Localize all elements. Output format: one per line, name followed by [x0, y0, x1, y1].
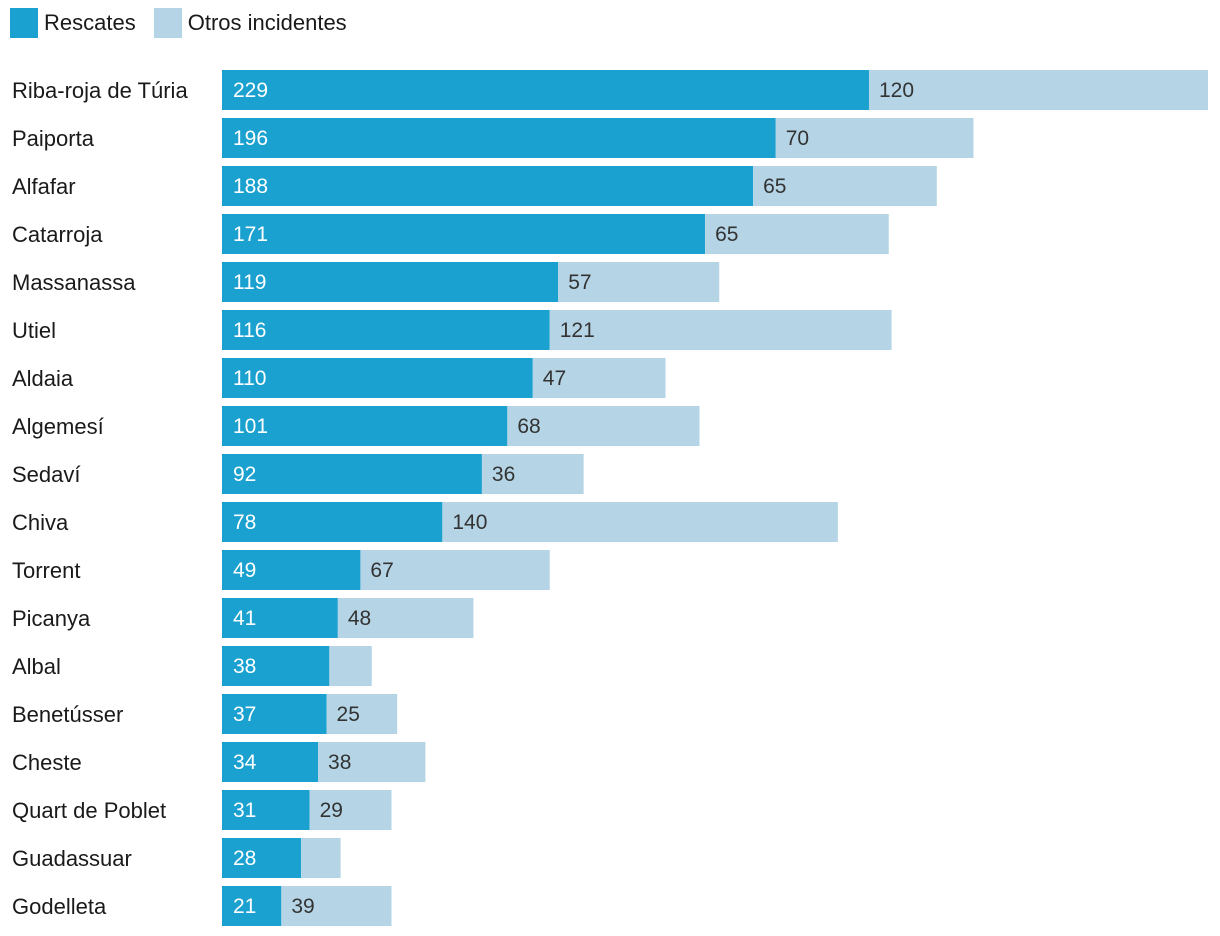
value-label-otros-incidentes-sedavi: 36	[492, 463, 515, 486]
value-label-otros-incidentes-chiva: 140	[452, 511, 487, 534]
bar-rescates-torrent	[222, 550, 361, 590]
category-label-picanya: Picanya	[12, 606, 91, 631]
bar-otros-incidentes-cheste	[318, 742, 426, 782]
bar-otros-incidentes-utiel	[549, 310, 892, 350]
value-label-otros-incidentes-aldaia: 47	[543, 367, 566, 390]
bar-rescates-albal	[222, 646, 330, 686]
value-label-otros-incidentes-massanassa: 57	[568, 271, 591, 294]
bar-rescates-catarroja	[222, 214, 706, 254]
value-label-rescates-aldaia: 110	[233, 367, 266, 390]
bar-rescates-quart-de-poblet	[222, 790, 310, 830]
legend-label-rescates: Rescates	[44, 10, 136, 35]
value-label-otros-incidentes-alfafar: 65	[763, 175, 786, 198]
value-label-otros-incidentes-quart-de-poblet: 29	[320, 799, 343, 822]
bar-otros-incidentes-paiporta	[775, 118, 974, 158]
value-label-rescates-quart-de-poblet: 31	[233, 799, 256, 822]
bar-rescates-aldaia	[222, 358, 533, 398]
value-label-otros-incidentes-utiel: 121	[560, 319, 595, 342]
bar-otros-incidentes-catarroja	[705, 214, 889, 254]
value-label-rescates-sedavi: 92	[233, 463, 256, 486]
value-label-rescates-massanassa: 119	[233, 271, 266, 294]
value-label-rescates-paiporta: 196	[233, 127, 268, 150]
bar-otros-incidentes-algemesi	[507, 406, 700, 446]
category-label-albal: Albal	[12, 654, 61, 679]
value-label-rescates-godelleta: 21	[233, 895, 256, 918]
legend-item-otros-incidentes: Otros incidentes	[153, 8, 347, 38]
value-label-otros-incidentes-catarroja: 65	[715, 223, 738, 246]
value-label-rescates-guadassuar: 28	[233, 847, 256, 870]
value-label-otros-incidentes-algemesi: 68	[517, 415, 540, 438]
bar-otros-incidentes-quart-de-poblet	[309, 790, 392, 830]
category-label-torrent: Torrent	[12, 558, 80, 583]
bar-rescates-benetusser	[222, 694, 327, 734]
value-label-otros-incidentes-paiporta: 70	[786, 127, 809, 150]
bar-otros-incidentes-albal	[329, 646, 372, 686]
category-label-paiporta: Paiporta	[12, 126, 95, 151]
bar-otros-incidentes-godelleta	[281, 886, 392, 926]
value-label-rescates-utiel: 116	[233, 319, 266, 342]
legend-swatch-otros-incidentes	[153, 8, 182, 38]
category-label-algemesi: Algemesí	[12, 414, 104, 439]
value-label-rescates-cheste: 34	[233, 751, 257, 774]
value-label-rescates-albal: 38	[233, 655, 256, 678]
value-label-rescates-alfafar: 188	[233, 175, 268, 198]
bar-rescates-paiporta	[222, 118, 776, 158]
value-label-rescates-algemesi: 101	[233, 415, 268, 438]
value-label-rescates-riba-roja-de-turia: 229	[233, 79, 268, 102]
value-label-otros-incidentes-cheste: 38	[328, 751, 351, 774]
category-label-utiel: Utiel	[12, 318, 56, 343]
bar-rescates-guadassuar	[222, 838, 302, 878]
bar-rescates-sedavi	[222, 454, 482, 494]
bar-rescates-massanassa	[222, 262, 559, 302]
bar-rescates-godelleta	[222, 886, 282, 926]
category-label-catarroja: Catarroja	[12, 222, 103, 247]
category-label-benetusser: Benetússer	[12, 702, 123, 727]
bar-rescates-alfafar	[222, 166, 754, 206]
value-label-rescates-benetusser: 37	[233, 703, 256, 726]
category-label-riba-roja-de-turia: Riba-roja de Túria	[12, 78, 188, 103]
category-label-sedavi: Sedaví	[12, 462, 81, 487]
bar-rescates-chiva	[222, 502, 443, 542]
category-label-aldaia: Aldaia	[12, 366, 74, 391]
category-label-massanassa: Massanassa	[12, 270, 136, 295]
bar-otros-incidentes-chiva	[442, 502, 838, 542]
bar-rescates-picanya	[222, 598, 338, 638]
bar-otros-incidentes-riba-roja-de-turia	[868, 70, 1208, 110]
bar-otros-incidentes-alfafar	[753, 166, 937, 206]
value-label-otros-incidentes-torrent: 67	[370, 559, 393, 582]
bar-rescates-riba-roja-de-turia	[222, 70, 869, 110]
category-label-alfafar: Alfafar	[12, 174, 76, 199]
category-label-cheste: Cheste	[12, 750, 82, 775]
bar-rescates-utiel	[222, 310, 550, 350]
bar-otros-incidentes-guadassuar	[301, 838, 341, 878]
value-label-otros-incidentes-godelleta: 39	[291, 895, 314, 918]
value-label-rescates-torrent: 49	[233, 559, 256, 582]
value-label-otros-incidentes-benetusser: 25	[337, 703, 360, 726]
bar-rescates-algemesi	[222, 406, 508, 446]
category-label-chiva: Chiva	[12, 510, 69, 535]
value-label-otros-incidentes-picanya: 48	[348, 607, 371, 630]
legend: Rescates Otros incidentes	[10, 8, 365, 38]
legend-label-otros-incidentes: Otros incidentes	[187, 10, 347, 35]
category-label-godelleta: Godelleta	[12, 894, 107, 919]
bar-otros-incidentes-sedavi	[481, 454, 584, 494]
legend-swatch-rescates	[10, 8, 38, 38]
value-label-rescates-chiva: 78	[233, 511, 256, 534]
bar-otros-incidentes-massanassa	[558, 262, 720, 302]
category-label-guadassuar: Guadassuar	[12, 846, 132, 871]
legend-item-rescates: Rescates	[10, 8, 136, 38]
bar-otros-incidentes-benetusser	[326, 694, 398, 734]
bar-otros-incidentes-aldaia	[532, 358, 666, 398]
value-label-rescates-picanya: 41	[233, 607, 256, 630]
value-label-otros-incidentes-riba-roja-de-turia: 120	[879, 79, 914, 102]
bar-rescates-cheste	[222, 742, 319, 782]
category-label-quart-de-poblet: Quart de Poblet	[12, 798, 166, 823]
bar-otros-incidentes-picanya	[337, 598, 474, 638]
bar-otros-incidentes-torrent	[360, 550, 550, 590]
value-label-rescates-catarroja: 171	[233, 223, 268, 246]
